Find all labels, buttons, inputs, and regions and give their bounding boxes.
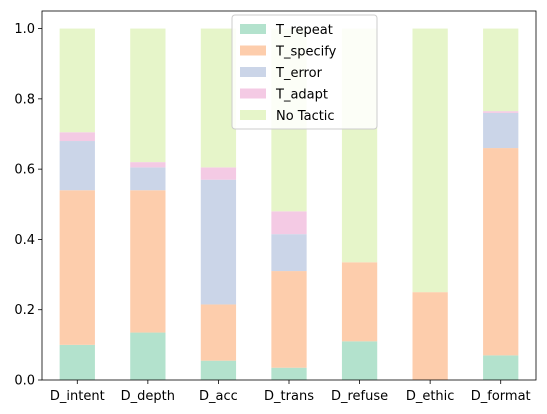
bar-D_acc-T_specify (200, 304, 237, 361)
legend-swatch (240, 88, 266, 99)
legend-swatch (240, 45, 266, 56)
bar-D_intent-T_error (59, 141, 95, 191)
bar-D_depth-T_error (130, 167, 166, 191)
bar-D_format-T_adapt (483, 111, 519, 113)
legend-swatch (240, 24, 266, 34)
x-tick-label: D_refuse (331, 389, 388, 404)
legend-label: T_error (275, 66, 323, 81)
bar-D_intent-T_adapt (59, 132, 95, 142)
legend-label: T_adapt (275, 88, 328, 103)
x-tick-label: D_trans (264, 389, 314, 404)
bar-D_trans-T_adapt (271, 211, 307, 235)
bar-D_format-T_repeat (483, 355, 519, 380)
bar-D_ethic-T_specify (412, 292, 448, 380)
bar-D_format-No-Tactic (483, 28, 519, 112)
bar-D_format-T_specify (483, 148, 519, 356)
x-tick-label: D_depth (121, 389, 175, 404)
bar-D_acc-No-Tactic (200, 28, 237, 168)
bar-D_ethic-No-Tactic (412, 28, 448, 293)
x-tick-label: D_format (471, 389, 531, 404)
y-tick-label: 0.0 (14, 374, 35, 389)
bar-D_intent-T_specify (59, 190, 95, 345)
bar-D_acc-T_adapt (200, 167, 237, 180)
legend-label: T_specify (275, 45, 337, 60)
x-tick-label: D_acc (199, 389, 238, 404)
y-tick-label: 0.6 (14, 163, 35, 178)
y-tick-label: 0.8 (14, 92, 35, 107)
bar-D_depth-T_repeat (130, 332, 166, 380)
bar-D_format-T_error (483, 112, 519, 149)
x-axis: D_intent D_depth D_acc D_trans D_refuse D_eth… (50, 380, 531, 404)
legend-box (231, 14, 378, 130)
bar-D_acc-T_error (200, 179, 237, 305)
bar-D_trans-T_repeat (271, 367, 307, 380)
y-tick-label: 1.0 (14, 22, 35, 37)
bar-D_depth-T_specify (130, 190, 166, 333)
bars-group (59, 28, 519, 380)
legend: T_repeat T_specify T_error T_adapt No Tactic (231, 14, 378, 130)
bar-D_refuse-T_repeat (341, 341, 378, 380)
bar-D_depth-No-Tactic (130, 28, 166, 163)
bar-D_intent-No-Tactic (59, 28, 95, 133)
bar-D_intent-T_repeat (59, 344, 95, 380)
bar-D_depth-T_adapt (130, 162, 166, 168)
y-tick-label: 0.2 (14, 303, 35, 318)
bar-D_acc-T_repeat (200, 360, 237, 380)
legend-swatch (240, 67, 266, 77)
legend-label: T_repeat (275, 23, 333, 38)
y-tick-label: 0.4 (14, 233, 35, 248)
y-axis: 0.0 0.2 0.4 0.6 0.8 1.0 (14, 22, 42, 389)
legend-label: No Tactic (276, 109, 335, 124)
bar-D_trans-T_error (271, 234, 307, 272)
x-tick-label: D_ethic (406, 389, 455, 404)
bar-D_trans-T_specify (271, 271, 307, 368)
x-tick-label: D_intent (50, 389, 105, 404)
legend-swatch (240, 110, 266, 120)
bar-D_refuse-T_specify (341, 262, 378, 342)
